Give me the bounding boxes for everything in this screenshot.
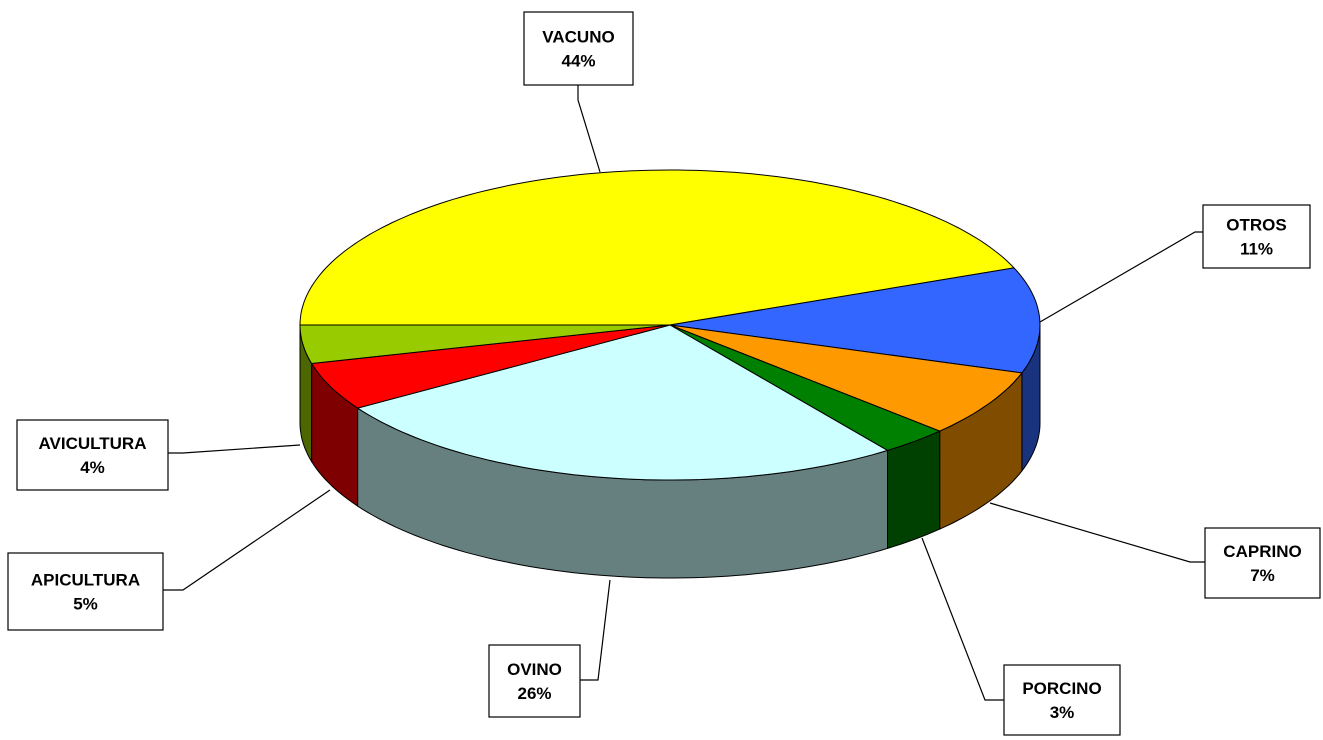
- value-label: 7%: [1250, 566, 1275, 585]
- slice-side: [887, 430, 941, 550]
- label-box: [488, 644, 581, 718]
- slice-label: OTROS: [1226, 216, 1286, 235]
- slice-label: PORCINO: [1022, 679, 1101, 698]
- value-label: 44%: [561, 52, 595, 71]
- slice: [356, 324, 889, 481]
- value-label: 5%: [73, 595, 98, 614]
- slice: [669, 267, 1041, 374]
- slice-label: CAPRINO: [1223, 542, 1301, 561]
- value-label: 26%: [517, 684, 551, 703]
- leader-line: [989, 502, 1205, 563]
- leader-line: [921, 537, 1004, 701]
- slice-label: VACUNO: [542, 28, 614, 47]
- slice-label: AVICULTURA: [39, 434, 147, 453]
- value-label: 4%: [80, 458, 105, 477]
- label-box: [1003, 664, 1121, 736]
- leader-line: [163, 489, 331, 591]
- value-label: 3%: [1050, 703, 1075, 722]
- slice: [310, 324, 671, 409]
- value-label: 11%: [1240, 240, 1273, 259]
- label-box: [16, 419, 169, 491]
- label-box: [1204, 527, 1321, 599]
- label-box: [7, 552, 164, 631]
- label-box: [523, 11, 634, 86]
- leader-line: [580, 579, 611, 681]
- slice: [299, 169, 1016, 326]
- slice: [669, 324, 942, 451]
- slice-label: APICULTURA: [31, 571, 140, 590]
- leader-line: [1039, 231, 1203, 323]
- slice-label: OVINO: [507, 660, 562, 679]
- leader-line: [577, 85, 601, 173]
- label-box: [1202, 204, 1311, 269]
- leader-line: [168, 444, 301, 454]
- slice: [669, 324, 1023, 432]
- slice: [299, 324, 671, 365]
